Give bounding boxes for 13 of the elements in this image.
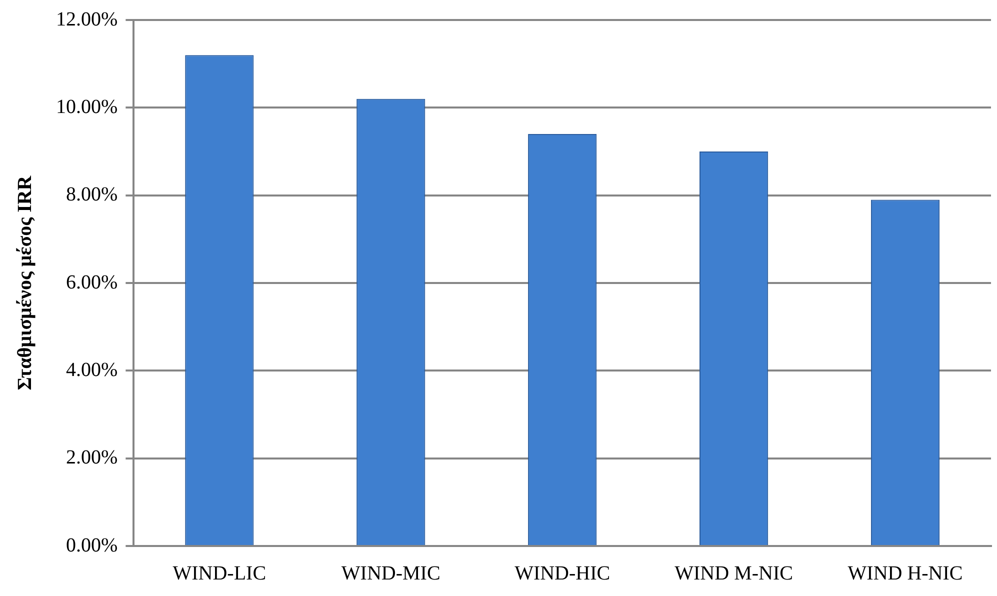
y-tick-label: 12.00% xyxy=(56,8,118,30)
x-tick-label: WIND H-NIC xyxy=(848,562,963,584)
y-tick-label: 4.00% xyxy=(66,358,118,381)
y-tick-label: 6.00% xyxy=(66,271,118,294)
x-tick-label: WIND-HIC xyxy=(514,562,610,584)
y-tick-label: 8.00% xyxy=(66,184,118,206)
x-tick-label: WIND M-NIC xyxy=(674,562,793,584)
y-tick-label: 0.00% xyxy=(66,534,118,556)
y-tick-label: 2.00% xyxy=(66,446,118,469)
x-tick-label: WIND-LIC xyxy=(172,562,266,584)
y-axis-title: Σταθμισμένος μέσος IRR xyxy=(14,175,36,390)
y-tick-label: 10.00% xyxy=(56,96,118,118)
x-tick-label: WIND-MIC xyxy=(341,562,440,584)
